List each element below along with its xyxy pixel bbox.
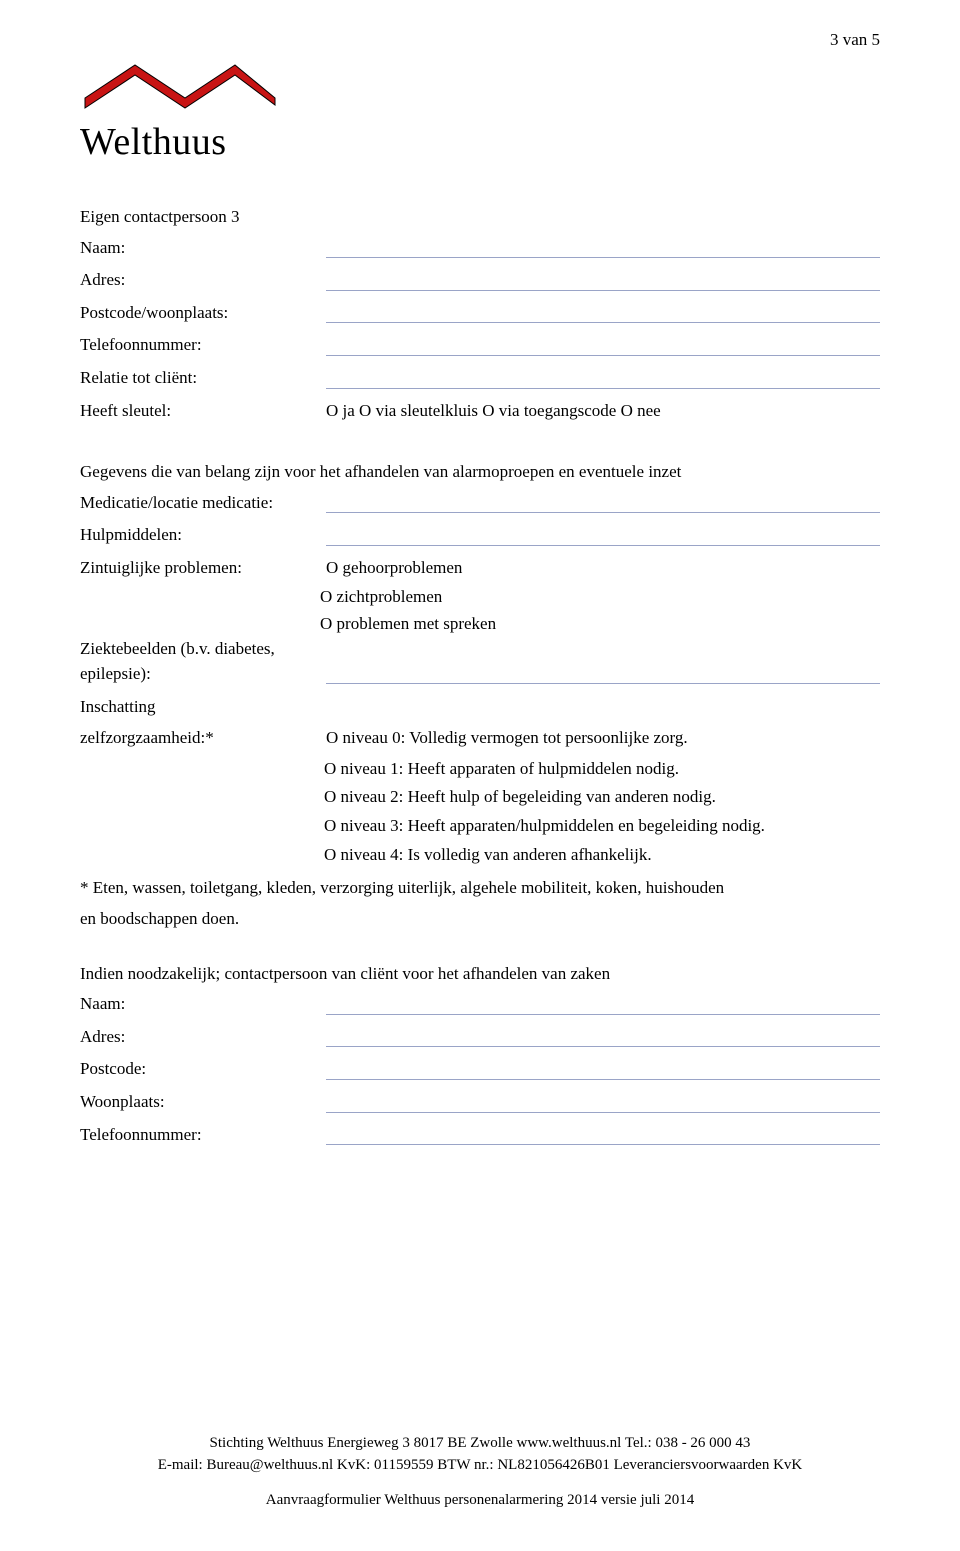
footer-line3: Aanvraagformulier Welthuus personenalarm…	[80, 1489, 880, 1512]
niveau-4[interactable]: O niveau 4: Is volledig van anderen afha…	[80, 841, 880, 870]
relatie-label: Relatie tot cliënt:	[80, 366, 326, 391]
footer-line2: E-mail: Bureau@welthuus.nl KvK: 01159559…	[80, 1454, 880, 1477]
niveau-3[interactable]: O niveau 3: Heeft apparaten/hulpmiddelen…	[80, 812, 880, 841]
niveau-2[interactable]: O niveau 2: Heeft hulp of begeleiding va…	[80, 783, 880, 812]
zaken-woonplaats-input-line[interactable]	[326, 1092, 880, 1113]
zaken-adres-input-line[interactable]	[326, 1026, 880, 1047]
zaken-naam-input-line[interactable]	[326, 994, 880, 1015]
heeft-sleutel-options[interactable]: O ja O via sleutelkluis O via toegangsco…	[326, 399, 880, 424]
logo-roof-icon	[80, 60, 280, 115]
postcode-input-line[interactable]	[326, 302, 880, 323]
niveau-1[interactable]: O niveau 1: Heeft apparaten of hulpmidde…	[80, 755, 880, 784]
ziektebeelden-label-line2: epilepsie):	[80, 662, 326, 687]
footnote-line2: en boodschappen doen.	[80, 905, 880, 932]
zaken-telefoon-label: Telefoonnummer:	[80, 1123, 326, 1148]
page: 3 van 5 Welthuus Eigen contactpersoon 3 …	[0, 0, 960, 1551]
zaken-telefoon-input-line[interactable]	[326, 1124, 880, 1145]
logo-text: Welthuus	[80, 120, 880, 164]
zaken-postcode-label: Postcode:	[80, 1057, 326, 1082]
footnote-line1: * Eten, wassen, toiletgang, kleden, verz…	[80, 874, 880, 901]
medicatie-input-line[interactable]	[326, 492, 880, 513]
zintuig-opt-zicht[interactable]: O zichtproblemen	[80, 583, 880, 610]
niveau-0[interactable]: O niveau 0: Volledig vermogen tot persoo…	[326, 726, 880, 751]
zintuig-opt-spreken[interactable]: O problemen met spreken	[80, 610, 880, 637]
zaken-naam-label: Naam:	[80, 992, 326, 1017]
telefoon-label: Telefoonnummer:	[80, 333, 326, 358]
inschatting-label: zelfzorgzaamheid:*	[80, 726, 326, 751]
adres-label: Adres:	[80, 268, 326, 293]
relatie-input-line[interactable]	[326, 368, 880, 389]
zaken-woonplaats-label: Woonplaats:	[80, 1090, 326, 1115]
zaken-postcode-input-line[interactable]	[326, 1059, 880, 1080]
page-number: 3 van 5	[830, 30, 880, 50]
logo: Welthuus	[80, 60, 880, 164]
medicatie-label: Medicatie/locatie medicatie:	[80, 491, 326, 516]
zintuig-label: Zintuiglijke problemen:	[80, 556, 326, 581]
zaken-adres-label: Adres:	[80, 1025, 326, 1050]
postcode-label: Postcode/woonplaats:	[80, 301, 326, 326]
hulpmiddelen-label: Hulpmiddelen:	[80, 523, 326, 548]
zintuig-opt-gehoor[interactable]: O gehoorproblemen	[326, 556, 880, 581]
contact3-heading: Eigen contactpersoon 3	[80, 204, 880, 230]
inschatting-line1: Inschatting	[80, 694, 880, 720]
heeft-sleutel-label: Heeft sleutel:	[80, 399, 326, 424]
ziektebeelden-label-line1: Ziektebeelden (b.v. diabetes,	[80, 637, 880, 662]
gegevens-intro: Gegevens die van belang zijn voor het af…	[80, 459, 880, 485]
telefoon-input-line[interactable]	[326, 335, 880, 356]
adres-input-line[interactable]	[326, 270, 880, 291]
hulpmiddelen-input-line[interactable]	[326, 525, 880, 546]
naam-input-line[interactable]	[326, 237, 880, 258]
footer-line1: Stichting Welthuus Energieweg 3 8017 BE …	[80, 1432, 880, 1455]
zaken-intro: Indien noodzakelijk; contactpersoon van …	[80, 961, 880, 987]
ziektebeelden-input-line[interactable]	[326, 663, 880, 684]
naam-label: Naam:	[80, 236, 326, 261]
footer: Stichting Welthuus Energieweg 3 8017 BE …	[80, 1432, 880, 1512]
